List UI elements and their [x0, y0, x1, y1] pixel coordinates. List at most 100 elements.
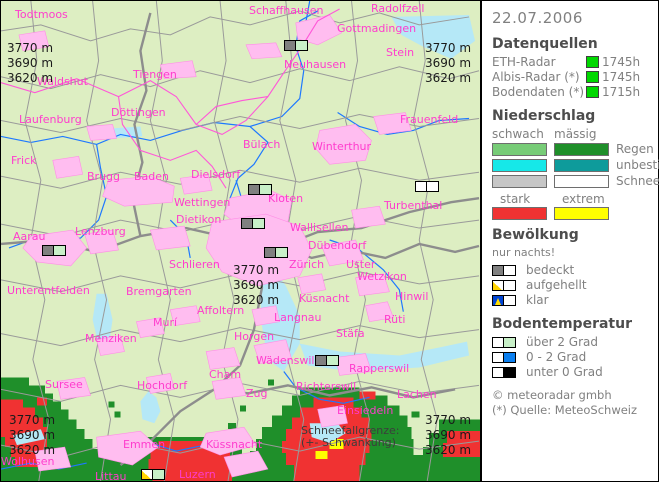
station-zuerich[interactable]	[264, 247, 288, 258]
clear-icon	[492, 294, 516, 306]
column-header-maessig: mässig	[554, 127, 597, 141]
town-label: Murí	[153, 316, 178, 329]
cloud-cover-indicator	[285, 41, 296, 50]
source-note: (*) Quelle: MeteoSchweiz	[492, 403, 638, 417]
town-label: Laufenburg	[19, 113, 82, 126]
altitude-value: 3620 m	[7, 71, 54, 85]
town-label: Emmen	[123, 438, 166, 451]
altitude-value: 3690 m	[9, 428, 56, 442]
temp-row-above2: über 2 Grad	[492, 335, 658, 349]
town-label: Affoltern	[197, 304, 245, 317]
overcast-icon	[492, 264, 516, 276]
town-label: Döttingen	[111, 106, 166, 119]
town-label: Cham	[209, 368, 242, 381]
station-turbenthal[interactable]	[415, 181, 439, 192]
town-label: Lachen	[397, 388, 437, 401]
town-label: Luzern	[179, 468, 216, 481]
ground-temperature-indicator	[276, 248, 287, 257]
borders	[1, 8, 340, 189]
town-label: Zug	[246, 387, 268, 400]
town-label: Baden	[134, 170, 170, 183]
altitude-value: 3690 m	[233, 278, 280, 292]
precip-swatch-extreme	[554, 207, 609, 220]
bewoelkung-note: nur nachts!	[492, 246, 556, 259]
town-label: Wettingen	[174, 196, 231, 209]
altitude-value: 3620 m	[233, 293, 280, 307]
town-label: Unterentfelden	[7, 284, 90, 297]
town-label: Rapperswil	[349, 362, 410, 375]
precipitation-row-regen: Regen	[492, 142, 658, 156]
town-label: Frick	[11, 154, 37, 167]
radar-map[interactable]: Todtmoos Schaffhausen Radolfzell Gottmad…	[0, 0, 481, 482]
temp-label: unter 0 Grad	[526, 365, 603, 379]
copyright-text: © meteoradar gmbh	[492, 388, 612, 402]
altitude-value: 3770 m	[425, 41, 472, 55]
cloud-cover-indicator	[316, 356, 327, 365]
town-label: Brugg	[87, 170, 121, 183]
column-header-extrem: extrem	[562, 192, 605, 206]
town-label: Horgen	[234, 330, 275, 343]
snowline-label: Schneefallgrenze:	[301, 424, 400, 437]
town-label: Kloten	[268, 192, 304, 205]
town-label: Stein	[386, 46, 415, 59]
town-label: Wetzikon	[357, 270, 407, 283]
town-label: Richterswil	[296, 380, 357, 393]
town-label: Dietikon	[176, 213, 222, 226]
station-luzern[interactable]	[141, 469, 165, 480]
ground-temperature-indicator	[427, 182, 438, 191]
precipitation-column-headers: schwach mässig	[492, 127, 658, 141]
town-label: Sursee	[45, 378, 83, 391]
town-label: Todtmoos	[15, 8, 68, 21]
station-aarau[interactable]	[42, 245, 66, 256]
cloud-label: bedeckt	[526, 263, 575, 277]
data-source-row: ETH-Radar 1745h	[492, 55, 658, 69]
precip-swatch-moderate	[554, 142, 609, 156]
temp-row-below0: unter 0 Grad	[492, 365, 658, 379]
temp-label: über 2 Grad	[526, 335, 599, 349]
town-label: Uster	[346, 258, 376, 271]
precipitation-row-unbestimmt: unbestimmt	[492, 158, 659, 172]
altitude-value: 3690 m	[425, 56, 472, 70]
town-label: Wolhusen	[1, 455, 55, 468]
snowline-altitude-label: 3770 m 3690 m 3620 m	[425, 41, 471, 86]
station-bulach[interactable]	[248, 184, 272, 195]
cloud-cover-indicator	[265, 248, 276, 257]
town-label: Einsiedeln	[337, 404, 394, 417]
altitude-value: 3770 m	[233, 263, 280, 277]
station-dietikon[interactable]	[241, 218, 265, 229]
precip-swatch-weak	[492, 174, 547, 188]
town-label: Gottmadingen	[337, 22, 417, 35]
partly-clear-icon	[492, 279, 516, 291]
column-header-stark: stark	[500, 192, 531, 206]
station-waedenswil[interactable]	[315, 355, 339, 366]
precip-swatch-moderate	[554, 158, 609, 172]
cloud-cover-indicator	[43, 246, 54, 255]
town-label: Wädenswil	[256, 354, 315, 367]
town-label: Wallisellen	[290, 221, 349, 234]
cloud-cover-indicator	[242, 219, 253, 228]
town-label: Radolfzell	[371, 2, 425, 15]
precip-swatch-moderate	[554, 174, 609, 188]
precipitation-intensity-headers: stark extrem	[492, 192, 658, 206]
town-label: Frauenfeld	[400, 113, 459, 126]
data-source-name: Bodendaten (*)	[492, 85, 585, 99]
precip-swatch-weak	[492, 158, 547, 172]
temp-row-0to2: 0 - 2 Grad	[492, 350, 658, 364]
town-label: Küsnacht	[299, 292, 350, 305]
altitude-value: 3620 m	[9, 443, 56, 457]
data-source-time: 1745h	[602, 70, 641, 84]
town-label: Küssnacht	[206, 438, 263, 451]
cloud-row-bedeckt: bedeckt	[492, 263, 658, 277]
town-label: Lenzburg	[75, 225, 126, 238]
legend-panel: 22.07.2006 Datenquellen ETH-Radar 1745h …	[481, 0, 659, 482]
town-label: Stäfa	[336, 327, 365, 340]
urban-areas	[18, 14, 412, 478]
cloud-cover-indicator	[142, 470, 153, 479]
station-schaffhausen[interactable]	[284, 40, 308, 51]
town-label: Bremgarten	[126, 285, 192, 298]
town-label: Langnau	[274, 311, 322, 324]
cloud-row-aufgehellt: aufgehellt	[492, 278, 658, 292]
data-source-row: Bodendaten (*) 1715h	[492, 85, 658, 99]
precip-label: Schneefall	[616, 174, 659, 188]
